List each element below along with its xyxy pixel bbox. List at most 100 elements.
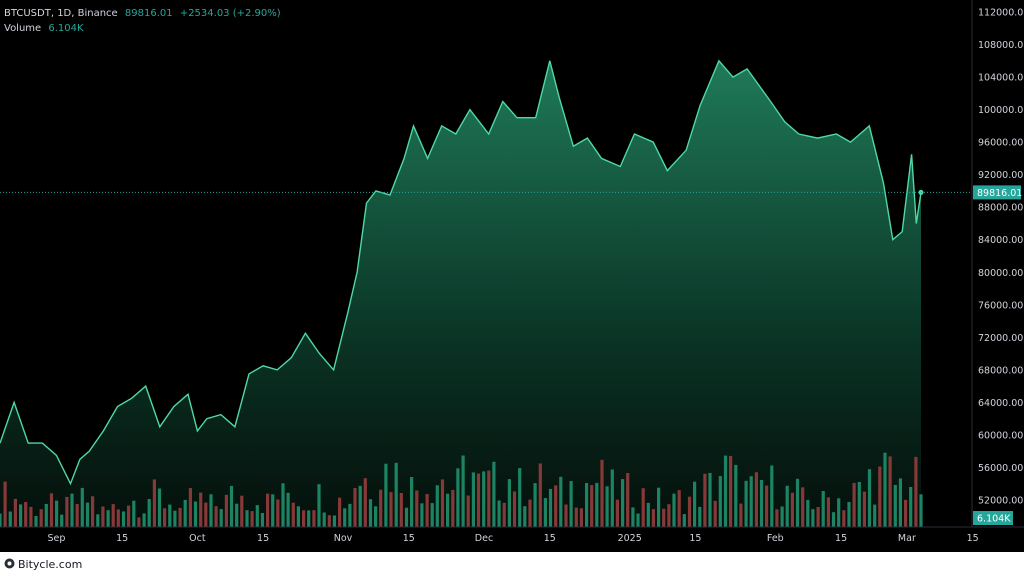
volume-bar bbox=[878, 466, 882, 527]
volume-bar bbox=[785, 485, 789, 527]
volume-bar bbox=[440, 479, 445, 527]
volume-bar bbox=[420, 503, 424, 527]
volume-bar bbox=[19, 504, 23, 527]
symbol-label[interactable]: BTCUSDT, 1D, Binance bbox=[4, 8, 118, 19]
volume-bar bbox=[574, 507, 578, 527]
volume-bar bbox=[641, 488, 645, 527]
volume-bar bbox=[327, 515, 331, 527]
chart-frame: 112000.00 108000.00 104000.00 100000.00 9600… bbox=[0, 0, 1024, 552]
volume-bar bbox=[111, 504, 115, 527]
volume-bar bbox=[430, 503, 434, 527]
volume-label[interactable]: Volume bbox=[4, 23, 42, 34]
volume-bar bbox=[70, 493, 74, 527]
volume-bar bbox=[770, 465, 774, 527]
volume-bar bbox=[368, 499, 373, 527]
time-tick-label: 15 bbox=[689, 533, 701, 544]
footer: Bitycle.com bbox=[0, 552, 1024, 576]
volume-bar bbox=[178, 507, 182, 527]
volume-bar bbox=[291, 502, 295, 527]
volume-bar bbox=[744, 480, 748, 527]
volume-bar bbox=[348, 503, 352, 527]
price-line bbox=[0, 59, 922, 486]
volume-bar bbox=[358, 485, 362, 527]
price-tick-label: 100000.00 bbox=[978, 105, 1024, 116]
price-area-fill bbox=[0, 60, 921, 528]
volume-bar bbox=[214, 506, 218, 527]
footer-brand[interactable]: Bitycle.com bbox=[18, 558, 83, 571]
volume-bar bbox=[425, 494, 429, 527]
volume-bar bbox=[466, 495, 470, 527]
price-tick-label: 64000.00 bbox=[978, 398, 1023, 409]
volume-bar bbox=[60, 514, 64, 527]
volume-bar bbox=[152, 479, 156, 527]
volume-bar bbox=[600, 459, 604, 527]
time-tick-label: Dec bbox=[475, 533, 493, 544]
volume-bar bbox=[245, 510, 249, 527]
volume-bar bbox=[677, 490, 681, 527]
volume-bar bbox=[528, 499, 532, 527]
price-tick-label: 88000.00 bbox=[978, 203, 1023, 214]
volume-bar bbox=[626, 473, 630, 527]
volume-bar bbox=[193, 501, 198, 527]
volume-bar bbox=[621, 479, 625, 527]
volume-bar bbox=[137, 517, 141, 527]
volume-bar bbox=[132, 500, 136, 527]
volume-bar bbox=[106, 510, 110, 527]
time-tick-label: 2025 bbox=[618, 533, 642, 544]
volume-bar bbox=[384, 463, 388, 527]
last-price: 89816.01 bbox=[124, 8, 173, 19]
time-tick-label: Oct bbox=[189, 533, 206, 544]
volume-bar bbox=[65, 496, 69, 527]
volume-bar bbox=[188, 488, 192, 527]
volume-bar bbox=[497, 500, 501, 527]
price-tick-label: 52000.00 bbox=[978, 496, 1023, 507]
volume-bar bbox=[636, 513, 640, 527]
volume-tag-label: 6.104K bbox=[977, 514, 1011, 525]
volume-bar bbox=[883, 452, 887, 527]
volume-bar bbox=[790, 492, 794, 527]
price-tick-label: 108000.00 bbox=[978, 40, 1024, 51]
volume-bar bbox=[343, 508, 347, 527]
volume-bar bbox=[121, 511, 126, 527]
volume-bar bbox=[13, 498, 17, 527]
time-tick-label: Sep bbox=[47, 533, 65, 544]
volume-bar bbox=[322, 512, 326, 527]
volume-bar bbox=[266, 493, 270, 527]
volume-bar bbox=[831, 512, 836, 527]
volume-bar bbox=[646, 502, 650, 527]
volume-bar bbox=[353, 488, 357, 527]
volume-bar bbox=[374, 506, 378, 527]
volume-bar bbox=[482, 471, 486, 527]
volume-bar bbox=[209, 494, 213, 527]
volume-bar bbox=[713, 500, 717, 527]
volume-bar bbox=[667, 504, 671, 527]
volume-bar bbox=[55, 500, 59, 527]
volume-bar bbox=[163, 508, 167, 527]
volume-bar bbox=[317, 484, 321, 527]
volume-bar bbox=[49, 493, 54, 527]
volume-bar bbox=[533, 483, 537, 527]
volume-bar bbox=[219, 509, 223, 527]
volume-bar bbox=[554, 485, 558, 527]
time-tick-label: 15 bbox=[116, 533, 128, 544]
volume-bar bbox=[379, 489, 383, 527]
time-tick-label: 15 bbox=[257, 533, 269, 544]
volume-bar bbox=[456, 468, 460, 527]
volume-bar bbox=[523, 506, 527, 527]
volume-value: 6.104K bbox=[48, 23, 84, 34]
volume-bar bbox=[34, 516, 38, 527]
volume-bar bbox=[543, 498, 547, 527]
volume-bar bbox=[286, 492, 290, 527]
volume-bar bbox=[173, 510, 177, 527]
volume-bar bbox=[672, 493, 676, 527]
volume-bar bbox=[96, 514, 100, 527]
time-tick-label: 15 bbox=[835, 533, 847, 544]
btc-price-chart[interactable]: 112000.00 108000.00 104000.00 100000.00 9600… bbox=[0, 0, 1024, 552]
volume-bar bbox=[8, 511, 12, 527]
legend-price-row: BTCUSDT, 1D, Binance 89816.01 +2534.03 (… bbox=[4, 6, 285, 21]
volume-bar bbox=[224, 494, 228, 527]
time-tick-label: 15 bbox=[967, 533, 979, 544]
time-tick-label: 15 bbox=[544, 533, 556, 544]
volume-bar bbox=[898, 478, 902, 527]
volume-bar bbox=[729, 455, 733, 527]
